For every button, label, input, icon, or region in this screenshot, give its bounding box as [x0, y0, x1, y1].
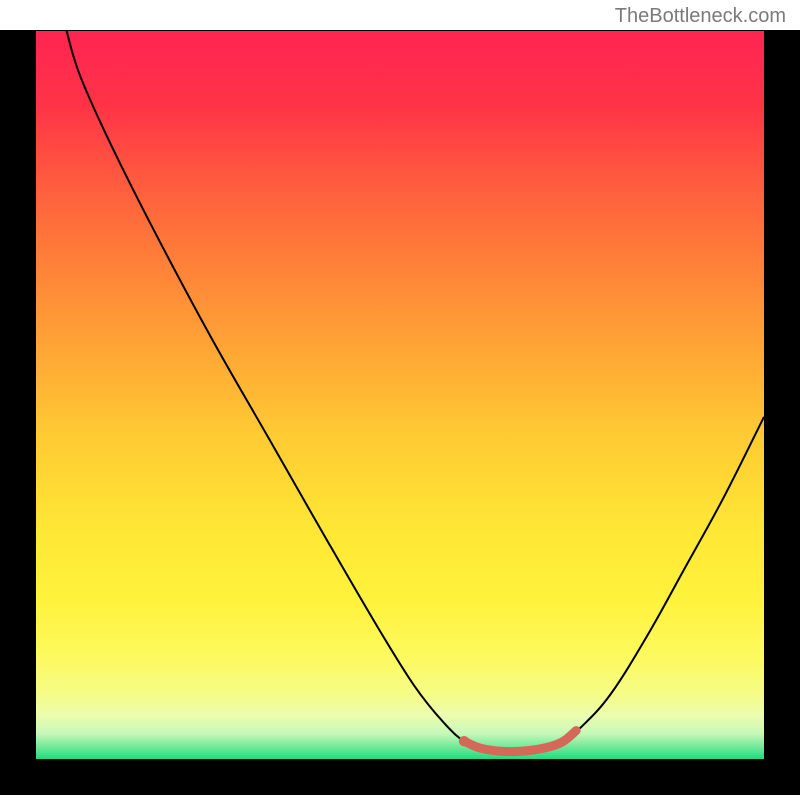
bottleneck-curve-chart: [36, 31, 764, 759]
plot-frame: [0, 30, 800, 795]
current-config-marker: [459, 736, 469, 746]
plot-area: [36, 31, 764, 759]
attribution-text: TheBottleneck.com: [615, 5, 786, 28]
heat-gradient-background: [36, 31, 764, 759]
